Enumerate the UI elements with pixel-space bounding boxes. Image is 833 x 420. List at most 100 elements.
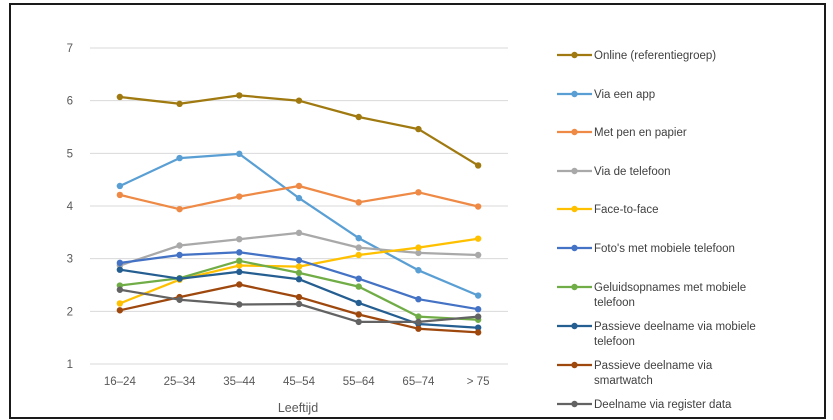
legend-marker xyxy=(571,90,578,98)
data-point xyxy=(474,235,482,242)
data-point xyxy=(236,301,243,308)
x-tick-label: 35–44 xyxy=(223,376,256,388)
legend-label: Foto's met mobiele telefoon xyxy=(594,243,735,255)
data-point xyxy=(116,300,124,307)
x-axis-ticks: 16–24 25–34 35–44 45–54 55–64 65–74 > 75 xyxy=(104,376,490,388)
data-point xyxy=(236,281,243,288)
legend-marker xyxy=(571,244,578,252)
data-point xyxy=(295,263,303,270)
data-point xyxy=(176,296,183,303)
series-6 xyxy=(116,249,482,313)
legend-label: Passieve deelname via smartwatch xyxy=(594,360,713,387)
x-tick-label: 55–64 xyxy=(343,376,376,388)
data-point xyxy=(415,313,422,320)
data-point xyxy=(415,189,422,196)
data-point xyxy=(355,283,362,290)
data-point xyxy=(415,244,422,251)
data-point xyxy=(474,306,482,313)
data-point xyxy=(355,199,362,206)
legend-label: Via de telefoon xyxy=(594,166,671,178)
data-point xyxy=(355,318,362,326)
y-tick-label: 7 xyxy=(67,43,73,55)
series-lines xyxy=(116,92,482,336)
legend-marker xyxy=(571,322,578,330)
y-tick-label: 1 xyxy=(67,359,73,371)
data-point xyxy=(355,234,362,242)
data-point xyxy=(116,266,124,273)
data-point xyxy=(236,235,243,243)
x-tick-label: > 75 xyxy=(467,376,490,388)
series-1 xyxy=(116,92,482,169)
series-9 xyxy=(116,281,482,336)
data-point xyxy=(474,203,482,210)
legend-marker xyxy=(571,167,578,175)
legend-item: Online (referentiegroep) xyxy=(557,50,716,62)
y-tick-label: 4 xyxy=(67,201,74,213)
series-10 xyxy=(116,286,482,326)
data-point xyxy=(295,293,303,301)
legend-label: Face-to-face xyxy=(594,204,659,216)
data-point xyxy=(415,318,422,326)
x-tick-label: 45–54 xyxy=(283,376,316,388)
legend-marker xyxy=(571,128,578,136)
x-tick-label: 25–34 xyxy=(164,376,197,388)
data-point xyxy=(236,193,243,200)
data-point xyxy=(474,292,482,299)
legend-marker xyxy=(571,361,578,369)
legend-item: Via de telefoon xyxy=(557,166,671,178)
legend-label: Deelname via register data xyxy=(594,399,732,411)
legend-label: Geluidsopnames met mobiele telefoon xyxy=(594,282,746,309)
data-point xyxy=(176,275,183,282)
y-tick-label: 6 xyxy=(67,96,73,108)
legend-item: Passieve deelname via mobiele telefoon xyxy=(557,321,756,348)
data-point xyxy=(415,325,422,332)
legend-label: Online (referentiegroep) xyxy=(594,50,716,62)
data-point xyxy=(355,113,362,121)
data-point xyxy=(176,100,183,108)
data-point xyxy=(176,154,183,162)
data-point xyxy=(415,296,422,303)
data-point xyxy=(236,257,243,264)
data-point xyxy=(295,97,303,104)
legend-item: Geluidsopnames met mobiele telefoon xyxy=(557,282,746,309)
x-axis-title: Leeftijd xyxy=(278,401,318,415)
data-point xyxy=(295,257,303,264)
y-axis-ticks: 1 2 3 4 5 6 7 xyxy=(67,43,74,371)
data-point xyxy=(176,251,183,259)
data-point xyxy=(295,276,303,283)
legend-item: Foto's met mobiele telefoon xyxy=(557,243,735,255)
series-3 xyxy=(116,182,482,213)
data-point xyxy=(236,249,243,256)
data-point xyxy=(295,194,303,202)
data-point xyxy=(415,125,422,133)
data-point xyxy=(116,93,124,101)
series-line xyxy=(119,94,479,167)
legend-item: Met pen en papier xyxy=(557,127,687,139)
data-point xyxy=(236,92,243,99)
y-tick-label: 5 xyxy=(67,148,73,160)
legend-label: Via een app xyxy=(594,89,655,101)
y-tick-label: 2 xyxy=(67,306,73,318)
gridlines xyxy=(90,47,508,365)
legend-label: Passieve deelname via mobiele telefoon xyxy=(594,321,756,348)
data-point xyxy=(176,242,183,249)
data-point xyxy=(355,251,362,259)
x-tick-label: 65–74 xyxy=(402,376,435,388)
legend-label: Met pen en papier xyxy=(594,127,687,139)
legend: Online (referentiegroep) Via een app Met p… xyxy=(557,50,756,411)
legend-item: Via een app xyxy=(557,89,655,101)
data-point xyxy=(295,182,303,190)
data-point xyxy=(116,307,124,314)
data-point xyxy=(355,311,362,318)
series-2 xyxy=(116,150,482,299)
data-point xyxy=(474,329,482,336)
chart-frame xyxy=(9,3,826,419)
data-point xyxy=(116,182,124,190)
legend-marker xyxy=(571,51,578,59)
data-point xyxy=(236,262,243,269)
data-point xyxy=(116,259,124,267)
data-point xyxy=(295,300,303,308)
data-point xyxy=(295,269,303,277)
legend-item: Passieve deelname via smartwatch xyxy=(557,360,713,387)
